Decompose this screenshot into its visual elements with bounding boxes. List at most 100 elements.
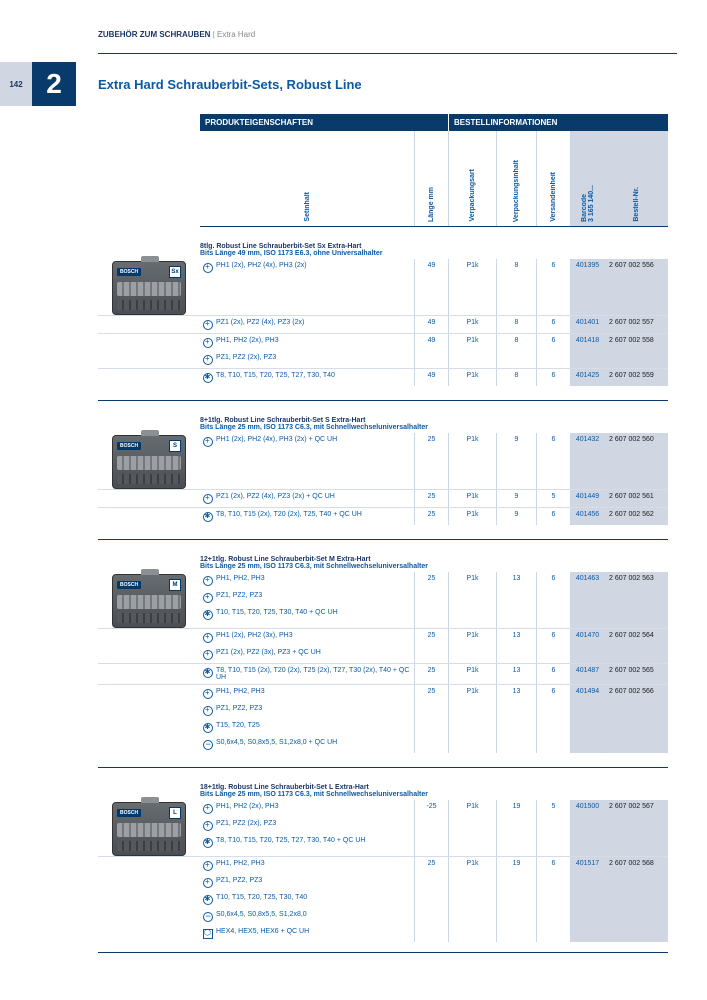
breadcrumb-main: ZUBEHÖR ZUM SCHRAUBEN	[98, 30, 210, 39]
hex-icon	[203, 929, 213, 939]
desc-text: PH1 (2x), PH2 (4x), PH3 (2x)	[216, 262, 307, 269]
cell-verpackungsart: P1k	[449, 572, 497, 628]
torx-icon	[203, 610, 213, 620]
row-desc-line: PH1, PH2 (2x), PH3	[200, 334, 414, 351]
row-desc-line: PZ1, PZ2 (2x), PZ3	[200, 817, 414, 834]
set-tag: Sx	[169, 266, 181, 278]
cell-barcode: 401418	[571, 334, 605, 368]
section-rule	[98, 767, 668, 768]
row-desc-line: PZ1, PZ2, PZ3	[200, 589, 414, 606]
cell-verpackungsinhalt: 9	[497, 508, 537, 525]
cell-versandeinheit: 5	[537, 490, 571, 507]
cell-bestell: 2 607 002 559	[605, 369, 668, 386]
pz-icon	[203, 355, 213, 365]
image-col: BOSCHM	[98, 572, 200, 628]
section-subheading: Bits Länge 25 mm, ISO 1173 C6.3, mit Sch…	[200, 791, 668, 798]
desc-text: PH1, PH2 (2x), PH3	[216, 337, 279, 344]
row-desc-line: PZ1 (2x), PZ2 (4x), PZ3 (2x)	[200, 316, 414, 333]
cell-bestell: 2 607 002 566	[605, 685, 668, 753]
row-desc-line: PZ1, PZ2 (2x), PZ3	[200, 351, 414, 368]
page-title: Extra Hard Schrauberbit-Sets, Robust Lin…	[98, 77, 362, 92]
cell-barcode: 401449	[571, 490, 605, 507]
row-desc-line: PZ1, PZ2, PZ3	[200, 702, 414, 719]
col-verpackungsinhalt: Verpackungsinhalt	[497, 131, 537, 226]
desc-text: PH1 (2x), PH2 (4x), PH3 (2x) + QC UH	[216, 436, 337, 443]
row-desc-line: PH1, PH2 (2x), PH3	[200, 800, 414, 817]
col-laenge: Länge mm	[415, 131, 449, 226]
row-desc-line: T8, T10, T15, T20, T25, T27, T30, T40	[200, 369, 414, 386]
torx-icon	[203, 895, 213, 905]
torx-icon	[203, 512, 213, 522]
set-tag: S	[169, 440, 181, 452]
desc-text: T8, T10, T15 (2x), T20 (2x), T25, T40 + …	[216, 511, 362, 518]
cell-length: -25	[415, 800, 449, 856]
ph-icon	[203, 689, 213, 699]
desc-text: S0,6x4,5, S0,8x5,5, S1,2x8,0 + QC UH	[216, 739, 337, 746]
pz-icon	[203, 650, 213, 660]
row-desc-line: PH1 (2x), PH2 (3x), PH3	[200, 629, 414, 646]
cell-versandeinheit: 6	[537, 629, 571, 663]
cell-verpackungsinhalt: 8	[497, 259, 537, 315]
cell-verpackungsinhalt: 8	[497, 316, 537, 333]
cell-bestell: 2 607 002 568	[605, 857, 668, 942]
cell-desc: PH1, PH2, PH3PZ1, PZ2, PZ3T10, T15, T20,…	[200, 572, 415, 628]
product-image: BOSCHSx	[112, 261, 186, 315]
cell-bestell: 2 607 002 564	[605, 629, 668, 663]
set-tag: M	[169, 579, 181, 591]
cell-barcode: 401395	[571, 259, 605, 315]
desc-text: T8, T10, T15, T20, T25, T27, T30, T40	[216, 372, 335, 379]
desc-text: PZ1, PZ2, PZ3	[216, 877, 262, 884]
bosch-badge: BOSCH	[117, 442, 141, 450]
cell-bestell: 2 607 002 567	[605, 800, 668, 856]
image-col	[98, 664, 200, 684]
pz-icon	[203, 494, 213, 504]
page-number-tab: 142	[0, 62, 32, 106]
cell-bestell: 2 607 002 563	[605, 572, 668, 628]
cell-desc: PH1, PH2, PH3PZ1, PZ2, PZ3T10, T15, T20,…	[200, 857, 415, 942]
cell-verpackungsart: P1k	[449, 508, 497, 525]
breadcrumb: ZUBEHÖR ZUM SCHRAUBEN | Extra Hard	[98, 30, 677, 39]
cell-versandeinheit: 6	[537, 857, 571, 942]
ph-icon	[203, 804, 213, 814]
ph-icon	[203, 437, 213, 447]
pz-icon	[203, 706, 213, 716]
ph-icon	[203, 633, 213, 643]
row-desc-line: PH1, PH2, PH3	[200, 685, 414, 702]
section-heading: 12+1tlg. Robust Line Schrauberbit-Set M …	[200, 556, 668, 563]
cell-verpackungsart: P1k	[449, 433, 497, 489]
cell-length: 49	[415, 316, 449, 333]
image-col: BOSCH S	[98, 433, 200, 489]
row-desc-line: PZ1, PZ2, PZ3	[200, 874, 414, 891]
table-row: PH1, PH2, PH3PZ1, PZ2, PZ3T15, T20, T25S…	[98, 684, 668, 753]
cell-verpackungsinhalt: 9	[497, 433, 537, 489]
table-row: T8, T10, T15 (2x), T20 (2x), T25 (2x), T…	[98, 663, 668, 684]
cell-verpackungsinhalt: 13	[497, 572, 537, 628]
desc-text: PH1, PH2, PH3	[216, 860, 265, 867]
pz-icon	[203, 878, 213, 888]
table-row: PH1, PH2, PH3PZ1, PZ2, PZ3T10, T15, T20,…	[98, 856, 668, 942]
desc-text: PZ1, PZ2, PZ3	[216, 592, 262, 599]
cell-versandeinheit: 6	[537, 369, 571, 386]
cell-desc: PH1 (2x), PH2 (4x), PH3 (2x)	[200, 259, 415, 315]
row-desc-line: PH1 (2x), PH2 (4x), PH3 (2x)	[200, 259, 414, 276]
section-heading: 8+1tlg. Robust Line Schrauberbit-Set S E…	[200, 417, 668, 424]
table-row: PZ1 (2x), PZ2 (4x), PZ3 (2x) + QC UH 25 …	[98, 489, 668, 507]
image-col	[98, 629, 200, 663]
cell-verpackungsinhalt: 8	[497, 334, 537, 368]
torx-icon	[203, 668, 213, 678]
slot-icon	[203, 740, 213, 750]
cell-barcode: 401456	[571, 508, 605, 525]
row-desc-line: S0,6x4,5, S0,8x5,5, S1,2x8,0 + QC UH	[200, 736, 414, 753]
cell-verpackungsinhalt: 13	[497, 685, 537, 753]
table-row: BOSCHSx PH1 (2x), PH2 (4x), PH3 (2x) 49 …	[98, 259, 668, 315]
cell-versandeinheit: 6	[537, 664, 571, 684]
cell-barcode: 401470	[571, 629, 605, 663]
cell-desc: PZ1 (2x), PZ2 (4x), PZ3 (2x) + QC UH	[200, 490, 415, 507]
desc-text: PZ1, PZ2 (2x), PZ3	[216, 820, 276, 827]
pz-icon	[203, 821, 213, 831]
colgroup-product: PRODUKTEIGENSCHAFTEN	[200, 114, 449, 131]
cell-versandeinheit: 6	[537, 572, 571, 628]
col-verpackungsart: Verpackungsart	[449, 131, 497, 226]
row-desc-line: PH1, PH2, PH3	[200, 572, 414, 589]
product-image: BOSCHM	[112, 574, 186, 628]
